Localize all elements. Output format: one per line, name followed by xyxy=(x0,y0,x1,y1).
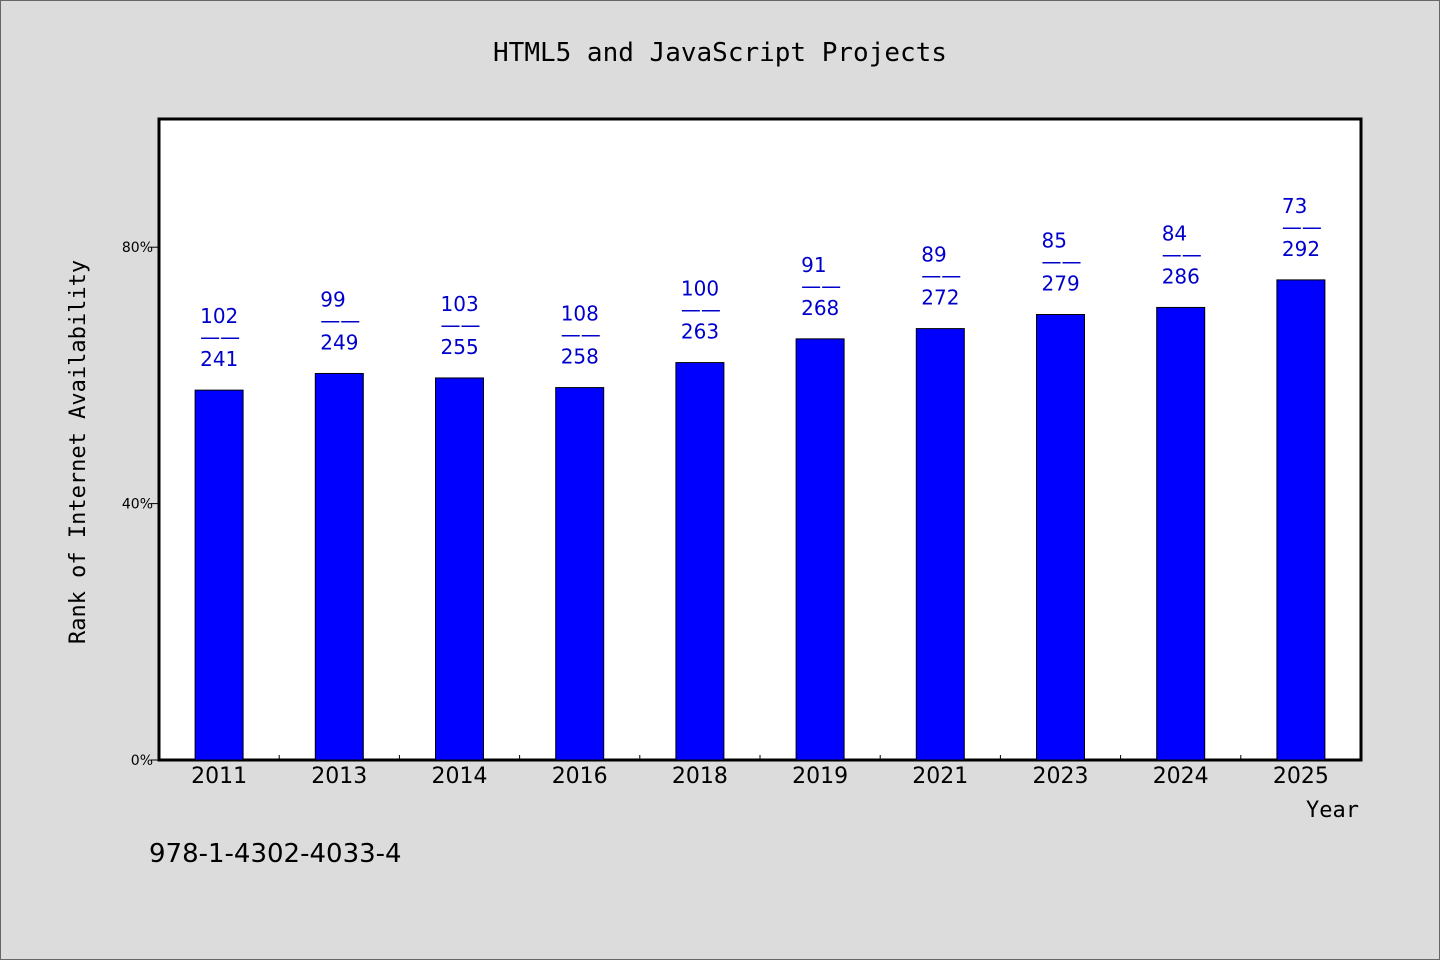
data-label-top: 85 xyxy=(1042,229,1067,253)
x-tick-label: 2016 xyxy=(552,764,608,789)
bars xyxy=(194,279,1326,761)
x-axis-title: Year xyxy=(1306,798,1359,823)
data-label-top: 102 xyxy=(200,304,238,328)
bar xyxy=(1156,306,1206,761)
data-label-top: 91 xyxy=(801,253,826,277)
data-label-bottom: 286 xyxy=(1162,264,1200,288)
x-tick-label: 2019 xyxy=(792,764,848,789)
data-label-separator: —— xyxy=(561,323,601,347)
data-label-top: 99 xyxy=(320,287,345,311)
x-tick-label: 2021 xyxy=(912,764,968,789)
data-label-separator: —— xyxy=(1162,242,1202,266)
data-label-top: 100 xyxy=(681,277,719,301)
data-label-bottom: 292 xyxy=(1282,237,1320,261)
data-label-separator: —— xyxy=(200,325,240,349)
x-tick-label: 2023 xyxy=(1033,764,1089,789)
bar xyxy=(795,338,845,761)
bar xyxy=(435,377,484,761)
chart-title: HTML5 and JavaScript Projects xyxy=(493,38,947,68)
data-label-top: 73 xyxy=(1282,194,1307,218)
data-label-top: 103 xyxy=(441,292,479,316)
bar xyxy=(555,387,605,761)
y-axis-title: Rank of Internet Availability xyxy=(66,260,91,644)
x-tick-label: 2024 xyxy=(1153,764,1209,789)
data-label-bottom: 279 xyxy=(1042,272,1080,296)
data-label-bottom: 263 xyxy=(681,320,719,344)
data-label-bottom: 249 xyxy=(320,330,358,354)
bar xyxy=(1036,314,1085,761)
y-axis: 0% 40% 80% xyxy=(122,240,159,769)
y-tick-label: 40% xyxy=(122,497,153,513)
data-label-separator: —— xyxy=(441,313,481,337)
data-labels: 102——24199——249103——255108——258100——2639… xyxy=(200,194,1322,371)
data-label-top: 108 xyxy=(561,302,599,326)
x-tick-label: 2013 xyxy=(311,764,367,789)
bar xyxy=(675,362,725,761)
data-label-bottom: 268 xyxy=(801,296,839,320)
bar xyxy=(915,328,965,761)
data-label-separator: —— xyxy=(801,274,841,298)
x-tick-label: 2014 xyxy=(432,764,488,789)
x-tick-label: 2025 xyxy=(1273,764,1329,789)
data-label-separator: —— xyxy=(320,308,360,332)
data-label-bottom: 258 xyxy=(561,345,599,369)
data-label-separator: —— xyxy=(1042,250,1082,274)
data-label-separator: —— xyxy=(921,264,961,288)
data-label-bottom: 255 xyxy=(441,335,479,359)
isbn-caption: 978-1-4302-4033-4 xyxy=(149,839,402,869)
data-label-top: 89 xyxy=(921,243,946,267)
data-label-bottom: 241 xyxy=(200,347,238,371)
x-tick-label: 2011 xyxy=(191,764,247,789)
bar xyxy=(194,389,244,761)
data-label-separator: —— xyxy=(1282,215,1322,239)
y-tick-label: 80% xyxy=(122,240,153,256)
data-label-bottom: 272 xyxy=(921,286,959,310)
bar xyxy=(314,372,364,761)
x-axis: 2011 2013 2014 2016 2018 2019 2021 2023 2024 2025 xyxy=(191,755,1329,789)
x-tick-label: 2018 xyxy=(672,764,728,789)
bar xyxy=(1276,279,1326,761)
data-label-top: 84 xyxy=(1162,221,1187,245)
y-tick-label: 0% xyxy=(131,753,153,769)
data-label-separator: —— xyxy=(681,298,721,322)
